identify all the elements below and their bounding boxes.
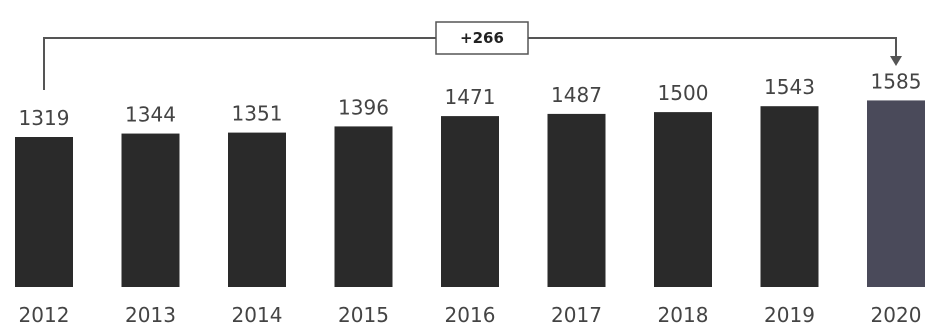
bar-2018 bbox=[654, 112, 712, 287]
value-label-2014: 1351 bbox=[232, 102, 283, 126]
bar-2015 bbox=[334, 126, 393, 287]
bar-2017 bbox=[547, 113, 606, 288]
year-label-2018: 2018 bbox=[658, 303, 709, 327]
bars-layer bbox=[15, 100, 925, 288]
year-labels-layer: 2012 2013 2014 2015 2016 2017 2018 2019 2020 bbox=[19, 303, 922, 327]
year-label-2012: 2012 bbox=[19, 303, 70, 327]
growth-delta-label: +266 bbox=[460, 29, 504, 47]
value-label-2020: 1585 bbox=[871, 69, 922, 93]
year-label-2019: 2019 bbox=[764, 303, 815, 327]
value-label-2015: 1396 bbox=[338, 95, 389, 119]
growth-annotation: +266 bbox=[43, 21, 902, 90]
year-label-2013: 2013 bbox=[125, 303, 176, 327]
bar-2016 bbox=[441, 116, 499, 287]
year-label-2015: 2015 bbox=[338, 303, 389, 327]
bar-2012 bbox=[15, 137, 73, 287]
year-label-2017: 2017 bbox=[551, 303, 602, 327]
year-label-2016: 2016 bbox=[445, 303, 496, 327]
value-labels-layer: 1319 1344 1351 1396 1471 1487 1500 1543 1585 bbox=[19, 69, 922, 130]
value-label-2019: 1543 bbox=[764, 75, 815, 99]
value-label-2018: 1500 bbox=[658, 81, 709, 105]
value-label-2017: 1487 bbox=[551, 83, 602, 107]
year-label-2014: 2014 bbox=[232, 303, 283, 327]
bar-2019 bbox=[760, 106, 819, 287]
bar-2020 bbox=[867, 100, 925, 287]
value-label-2016: 1471 bbox=[445, 85, 496, 109]
growth-delta-box bbox=[435, 21, 529, 55]
year-label-2020: 2020 bbox=[871, 303, 922, 327]
value-label-2013: 1344 bbox=[125, 103, 176, 127]
bar-2013 bbox=[121, 133, 180, 287]
bar-2014 bbox=[228, 132, 286, 287]
growth-arrowhead bbox=[890, 56, 902, 66]
value-label-2012: 1319 bbox=[19, 106, 70, 130]
